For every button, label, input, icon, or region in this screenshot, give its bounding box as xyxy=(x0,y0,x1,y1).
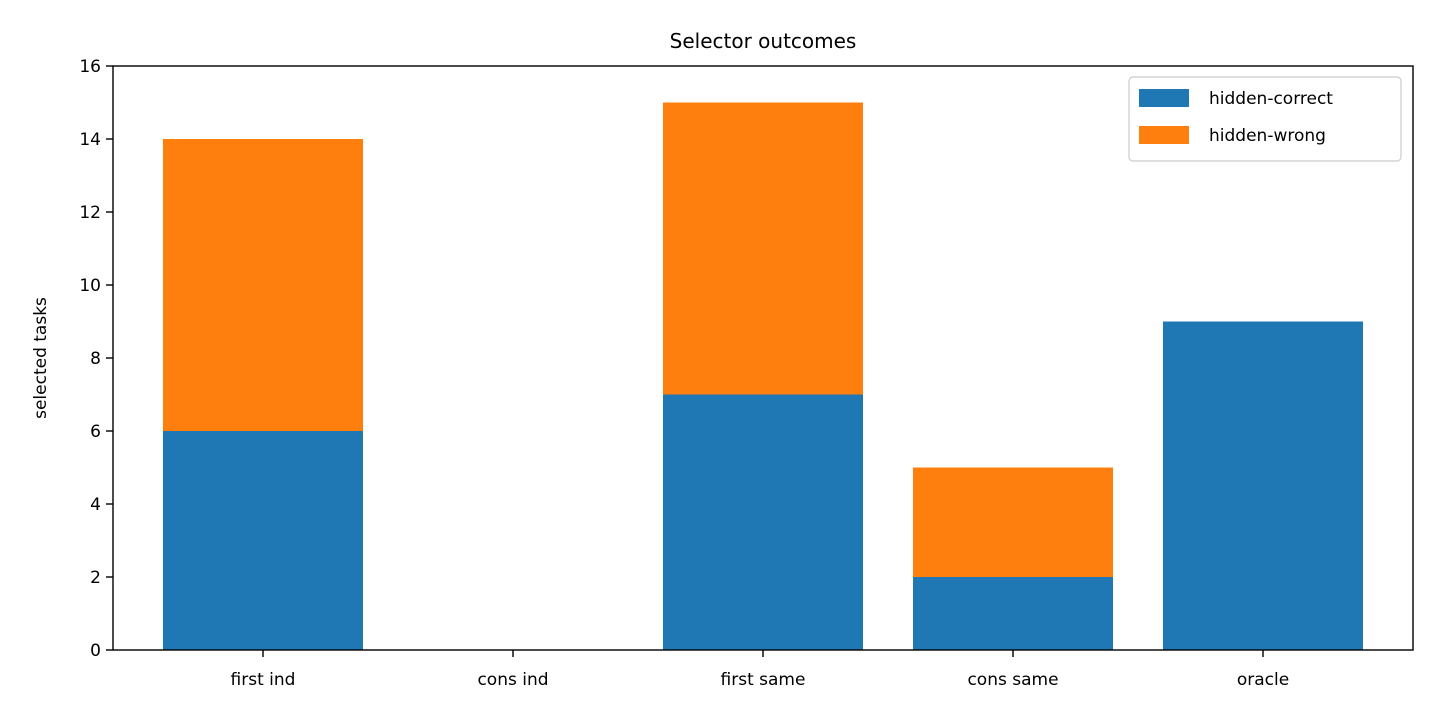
x-tick-label: cons ind xyxy=(477,670,548,690)
legend-swatch-hidden-wrong xyxy=(1139,126,1189,144)
y-tick-label: 0 xyxy=(90,641,101,661)
bar-hidden-wrong-2 xyxy=(663,102,863,395)
bar-hidden-correct-2 xyxy=(663,394,863,650)
plot-frame xyxy=(112,65,1414,651)
chart-title: Selector outcomes xyxy=(670,29,857,53)
y-tick-label: 8 xyxy=(90,349,101,369)
x-axis: first ind cons ind first same cons same orac… xyxy=(231,650,1289,690)
x-tick-label: first ind xyxy=(231,670,296,690)
y-tick-label: 6 xyxy=(90,422,101,442)
x-tick-label: cons same xyxy=(967,670,1058,690)
legend-swatch-hidden-correct xyxy=(1139,89,1189,107)
bar-hidden-wrong-0 xyxy=(163,139,363,431)
x-tick-label: oracle xyxy=(1237,670,1289,690)
bar-hidden-correct-0 xyxy=(163,431,363,650)
legend-label: hidden-correct xyxy=(1209,89,1333,109)
legend-box xyxy=(1128,76,1402,162)
x-tick-label: first same xyxy=(721,670,806,690)
legend-label: hidden-wrong xyxy=(1209,126,1326,146)
y-axis: 0 2 4 6 8 10 12 14 16 xyxy=(79,57,113,661)
bar-hidden-correct-4 xyxy=(1163,321,1363,650)
bars-layer xyxy=(163,102,1363,650)
legend: hidden-correct hidden-wrong xyxy=(1128,76,1402,162)
bar-hidden-correct-3 xyxy=(913,577,1113,650)
y-axis-label: selected tasks xyxy=(31,297,51,419)
y-tick-label: 10 xyxy=(79,276,101,296)
y-tick-label: 14 xyxy=(79,130,101,150)
y-tick-label: 16 xyxy=(79,57,101,77)
y-tick-label: 2 xyxy=(90,568,101,588)
bar-hidden-wrong-3 xyxy=(913,467,1113,577)
y-tick-label: 4 xyxy=(90,495,101,515)
y-tick-label: 12 xyxy=(79,203,101,223)
